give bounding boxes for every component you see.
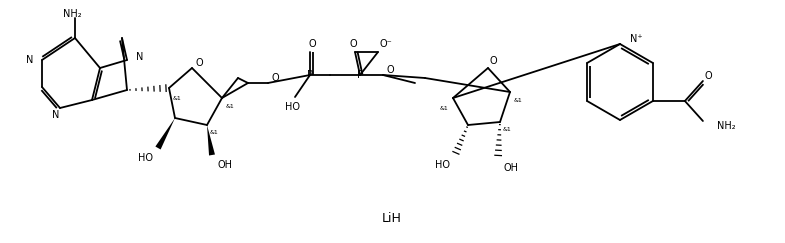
Text: &1: &1 — [173, 95, 182, 101]
Text: O: O — [271, 73, 279, 83]
Polygon shape — [207, 125, 215, 156]
Text: OH: OH — [217, 160, 232, 170]
Text: N⁺: N⁺ — [630, 34, 643, 44]
Text: P: P — [357, 70, 363, 80]
Text: N: N — [136, 52, 144, 62]
Text: N: N — [53, 110, 60, 120]
Text: O: O — [489, 56, 497, 66]
Text: &1: &1 — [440, 105, 448, 111]
Text: OH: OH — [503, 163, 518, 173]
Text: &1: &1 — [503, 127, 512, 131]
Text: HO: HO — [284, 102, 300, 112]
Text: P: P — [307, 70, 313, 80]
Text: HO: HO — [435, 160, 450, 170]
Text: LiH: LiH — [382, 211, 402, 225]
Text: O: O — [309, 39, 316, 49]
Text: O: O — [704, 71, 712, 81]
Text: &1: &1 — [210, 130, 219, 134]
Text: O: O — [349, 39, 357, 49]
Text: &1: &1 — [226, 104, 235, 109]
Text: N: N — [26, 55, 33, 65]
Text: O⁻: O⁻ — [380, 39, 392, 49]
Text: HO: HO — [138, 153, 153, 163]
Text: &1: &1 — [514, 97, 523, 103]
Polygon shape — [155, 118, 175, 149]
Text: O: O — [386, 65, 394, 75]
Text: NH₂: NH₂ — [63, 9, 82, 19]
Text: O: O — [195, 58, 203, 68]
Text: NH₂: NH₂ — [717, 121, 736, 131]
